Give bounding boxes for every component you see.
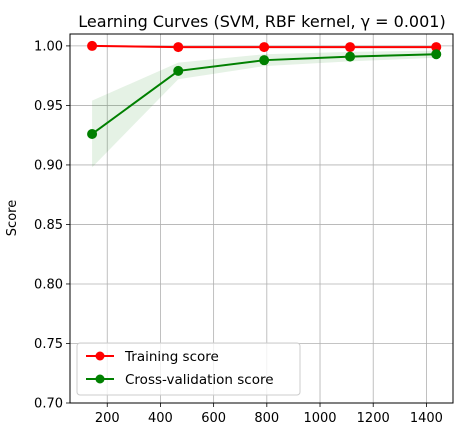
chart-title: Learning Curves (SVM, RBF kernel, γ = 0.… [78,12,445,31]
series-points [87,40,442,139]
x-tick-label: 200 [95,411,120,426]
series-1-point [259,55,270,66]
x-axis-ticks: 200 400 600 800 1000 1200 1400 [95,403,443,426]
series-1-point [431,49,442,60]
x-tick-label: 1400 [410,411,443,426]
legend-training-label: Training score [124,349,219,365]
series-1-point [345,51,356,62]
series-0-point [431,42,442,53]
legend-training-marker [95,351,105,361]
plot-area-frame [69,33,454,404]
y-tick-label: 0.75 [34,337,63,352]
x-tick-label: 600 [201,411,226,426]
legend-cv-marker [95,374,105,384]
x-tick-label: 1200 [357,411,390,426]
y-tick-label: 1.00 [34,39,63,54]
legend-box [76,342,301,396]
y-tick-label: 0.80 [34,277,63,292]
x-tick-label: 1000 [303,411,336,426]
y-tick-label: 0.95 [34,99,63,114]
series-1-point [173,65,184,76]
y-axis-ticks: 0.70 0.75 0.80 0.85 0.90 0.95 1.00 [34,39,70,412]
legend-cv-label: Cross-validation score [125,372,274,388]
series-0-point [173,42,184,53]
legend: Training score Cross-validation score [76,342,301,396]
y-tick-label: 0.70 [34,397,63,412]
y-axis-label: Score [5,200,20,236]
series-0-point [345,42,356,53]
x-tick-label: 800 [254,411,279,426]
x-tick-label: 400 [148,411,173,426]
series-1-band [92,50,437,168]
series-0-point [87,40,98,51]
y-tick-label: 0.90 [34,158,63,173]
series-1-point [87,128,98,139]
series-0-point [259,42,270,53]
y-tick-label: 0.85 [34,218,63,233]
